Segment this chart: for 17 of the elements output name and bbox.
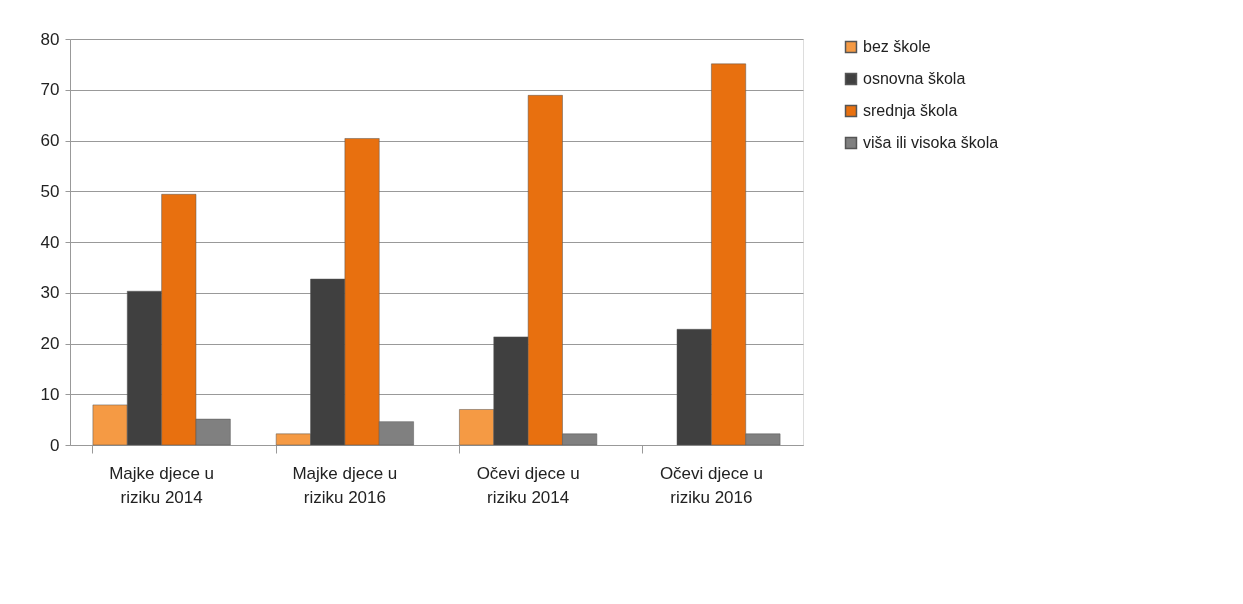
x-tick-label: Majke djece u riziku 2014 [109,463,215,507]
y-tick-label: 20 [40,334,60,353]
legend-label: osnovna škola [863,70,966,87]
y-tick-label: 30 [40,283,60,303]
y-tick-label: 10 [40,384,60,404]
legend-label: bez škole [863,38,931,55]
x-tick-label: Majke djece u riziku 2016 [292,463,398,507]
y-tick-label: 80 [40,29,60,49]
y-tick-label: 50 [40,181,60,201]
x-tick-label: Očevi djece u riziku 2016 [659,463,763,507]
x-tick-label: Očevi djece u riziku 2014 [476,463,580,507]
y-tick-label: 40 [40,232,60,252]
legend-label: srednja škola [863,102,958,119]
y-tick-label: 60 [40,131,60,150]
legend-label: viša ili visoka škola [863,134,999,151]
y-tick-label: 0 [50,435,60,455]
y-tick-label: 70 [40,80,60,100]
